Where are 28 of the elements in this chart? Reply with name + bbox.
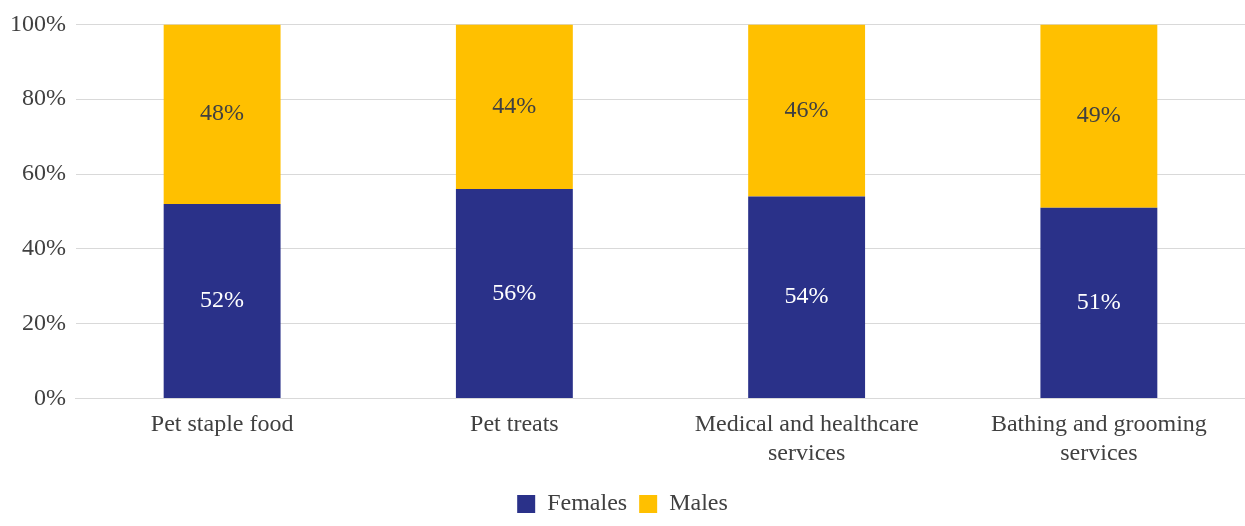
bar [1040,24,1158,208]
data-label: 46% [784,95,829,122]
data-label: 54% [784,282,829,309]
legend-label: Males [669,489,728,516]
y-tick-label: 0% [33,383,66,410]
x-tick-label: Pet staple food [150,410,294,437]
legend-label: Females [547,489,628,516]
bar [455,188,573,398]
data-label: 51% [1076,288,1121,315]
y-tick-label: 80% [21,84,66,111]
x-tick-label: Pet treats [470,410,559,437]
data-label: 44% [492,91,537,118]
x-tick-label: Bathing and grooming services [990,410,1207,465]
y-tick-label: 100% [9,9,66,36]
y-tick-label: 60% [21,159,66,186]
data-label: 48% [200,99,245,126]
data-label: 52% [200,286,245,313]
bar [455,24,573,189]
y-tick-label: 20% [21,308,66,335]
bar [748,24,866,197]
y-tick-label: 40% [21,234,66,261]
data-label: 49% [1076,101,1121,128]
data-label: 56% [492,278,537,305]
bar [163,24,281,204]
bar [748,196,866,398]
bar [1040,207,1158,398]
bar [163,203,281,398]
x-tick-label: Medical and healthcare services [694,410,919,465]
